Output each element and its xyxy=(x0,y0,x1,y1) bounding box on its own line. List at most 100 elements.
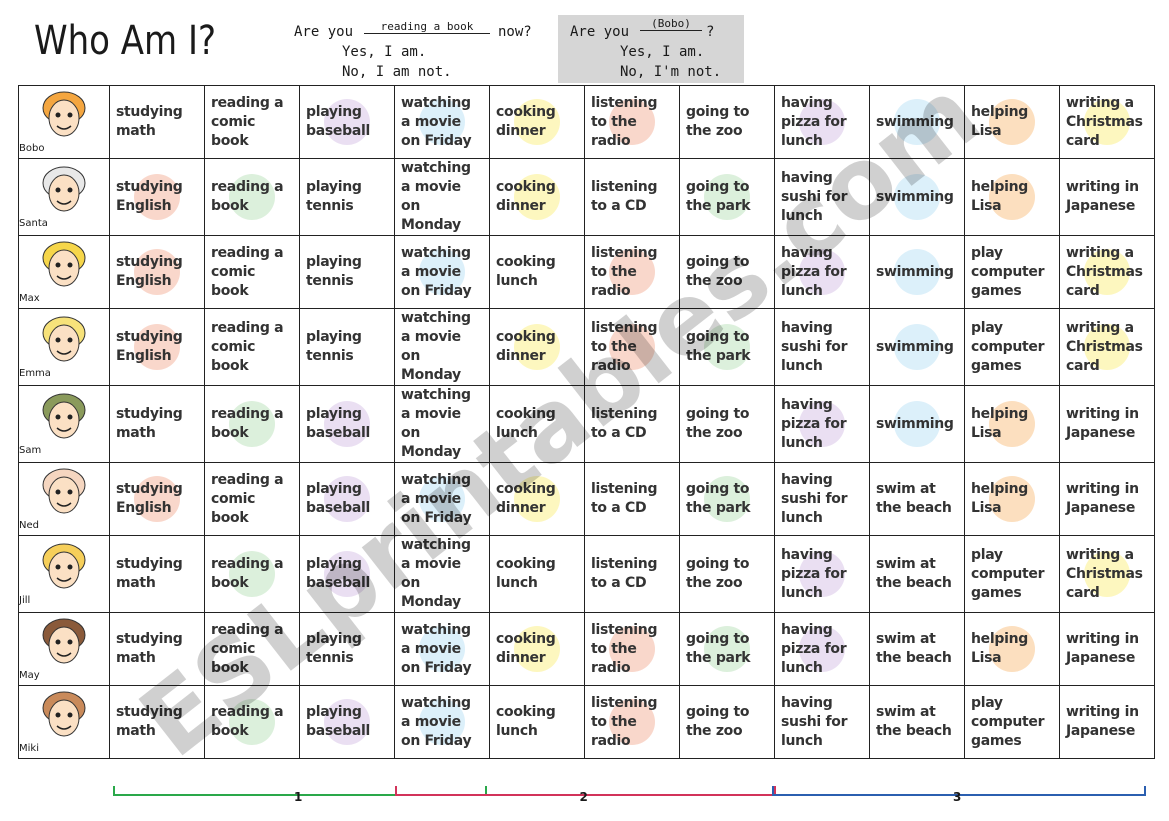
color-dot xyxy=(894,401,940,447)
activity-cell: cooking lunch xyxy=(489,685,585,759)
grid-row: Santa studying English reading a book playi… xyxy=(18,158,1155,236)
activity-text: writing a Christmas card xyxy=(1066,244,1143,299)
activity-text: going to the park xyxy=(686,631,751,666)
color-dot xyxy=(1084,99,1130,145)
activity-cell: reading a book xyxy=(204,385,300,463)
answer-no: No, I am not. xyxy=(342,64,452,80)
activity-cell: having sushi for lunch xyxy=(774,158,870,236)
activity-cell: reading a book xyxy=(204,535,300,613)
color-dot xyxy=(609,626,655,672)
color-dot xyxy=(989,476,1035,522)
activity-text: play computer games xyxy=(971,694,1045,749)
color-dot xyxy=(609,99,655,145)
activity-cell: helping Lisa xyxy=(964,385,1060,463)
activity-cell: writing in Japanese xyxy=(1059,685,1155,759)
color-dot xyxy=(799,99,845,145)
activity-text: going to the zoo xyxy=(686,556,750,591)
activity-cell: listening to a CD xyxy=(584,535,680,613)
activity-cell: watching a movie on Friday xyxy=(394,685,490,759)
activity-text: helping Lisa xyxy=(971,631,1028,666)
color-dot xyxy=(894,324,940,370)
activity-text: listening to the radio xyxy=(591,621,658,676)
activity-text: listening to a CD xyxy=(591,179,658,214)
activity-text: helping Lisa xyxy=(971,481,1028,516)
activity-cell: cooking dinner xyxy=(489,612,585,686)
character-cell: Miki xyxy=(18,685,110,759)
character-cell: Sam xyxy=(18,385,110,463)
activity-cell: watching a movie on Friday xyxy=(394,462,490,536)
activity-text: playing baseball xyxy=(306,104,370,139)
activity-text: having pizza for lunch xyxy=(781,244,847,299)
activity-cell: playing tennis xyxy=(299,235,395,309)
activity-text: listening to the radio xyxy=(591,319,658,374)
activity-cell: watching a movie on Monday xyxy=(394,308,490,386)
color-dot xyxy=(419,476,465,522)
activity-cell: reading a comic book xyxy=(204,612,300,686)
character-face-icon xyxy=(42,618,86,664)
activity-text: listening to a CD xyxy=(591,481,658,516)
activity-cell: helping Lisa xyxy=(964,158,1060,236)
activity-text: listening to a CD xyxy=(591,406,658,441)
activity-cell: helping Lisa xyxy=(964,85,1060,159)
activity-text: play computer games xyxy=(971,244,1045,299)
activity-cell: writing in Japanese xyxy=(1059,158,1155,236)
color-dot xyxy=(419,249,465,295)
color-dot xyxy=(419,99,465,145)
character-cell: Emma xyxy=(18,308,110,386)
activity-cell: cooking lunch xyxy=(489,385,585,463)
activity-text: watching a movie on Friday xyxy=(401,244,472,299)
activity-text: studying English xyxy=(116,254,183,289)
activity-text: playing baseball xyxy=(306,406,370,441)
activity-cell: playing tennis xyxy=(299,308,395,386)
color-dot xyxy=(704,626,750,672)
color-dot xyxy=(989,99,1035,145)
activity-text: playing baseball xyxy=(306,481,370,516)
color-dot xyxy=(229,551,275,597)
color-dot xyxy=(419,626,465,672)
activity-cell: watching a movie on Friday xyxy=(394,85,490,159)
character-name: Ned xyxy=(19,520,39,531)
activity-cell: cooking dinner xyxy=(489,308,585,386)
activity-text: reading a comic book xyxy=(211,319,284,374)
group-label: 1 xyxy=(294,790,303,804)
character-name: Miki xyxy=(19,743,39,754)
character-face-icon xyxy=(42,543,86,589)
activity-cell: writing a Christmas card xyxy=(1059,85,1155,159)
activity-text: watching a movie on Monday xyxy=(401,387,471,460)
activity-text: studying English xyxy=(116,329,183,364)
activity-text: writing in Japanese xyxy=(1066,481,1139,516)
activity-text: cooking dinner xyxy=(496,179,556,214)
activity-text: swimming xyxy=(876,415,954,432)
activity-cell: play computer games xyxy=(964,685,1060,759)
activity-cell: having sushi for lunch xyxy=(774,462,870,536)
activity-text: swim at the beach xyxy=(876,631,952,666)
color-dot xyxy=(134,174,180,220)
activity-text: studying math xyxy=(116,704,183,739)
character-cell: Jill xyxy=(18,535,110,613)
grid-row: Bobo studying math reading a comic book pla… xyxy=(18,85,1155,159)
activity-cell: studying English xyxy=(109,462,205,536)
activity-cell: swimming xyxy=(869,85,965,159)
activity-text: cooking dinner xyxy=(496,481,556,516)
activity-text: studying math xyxy=(116,556,183,591)
activity-cell: swimming xyxy=(869,235,965,309)
activity-text: listening to the radio xyxy=(591,244,658,299)
character-cell: May xyxy=(18,612,110,686)
activity-text: playing baseball xyxy=(306,556,370,591)
color-dot xyxy=(609,699,655,745)
example-question-activity: Are you reading a book now? Yes, I am. N… xyxy=(292,18,542,84)
activity-text: going to the park xyxy=(686,179,751,214)
activity-text: watching a movie on Friday xyxy=(401,471,472,526)
activity-cell: play computer games xyxy=(964,235,1060,309)
activity-cell: play computer games xyxy=(964,535,1060,613)
character-name: Emma xyxy=(19,368,51,379)
activity-cell: cooking dinner xyxy=(489,462,585,536)
activity-text: swimming xyxy=(876,113,954,130)
color-dot xyxy=(514,626,560,672)
character-face-icon xyxy=(42,241,86,287)
activity-text: watching a movie on Friday xyxy=(401,621,472,676)
activity-cell: listening to a CD xyxy=(584,158,680,236)
activity-cell: going to the zoo xyxy=(679,535,775,613)
color-dot xyxy=(229,174,275,220)
activity-text: playing tennis xyxy=(306,254,362,289)
